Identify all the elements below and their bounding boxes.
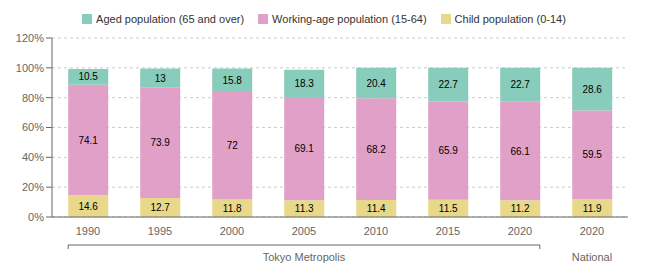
svg-text:2005: 2005 (292, 225, 316, 237)
svg-text:66.1: 66.1 (510, 146, 530, 157)
svg-text:2000: 2000 (220, 225, 244, 237)
svg-text:120%: 120% (16, 32, 44, 44)
svg-text:28.6: 28.6 (582, 84, 602, 95)
svg-text:68.2: 68.2 (366, 144, 386, 155)
svg-text:11.4: 11.4 (367, 203, 386, 214)
svg-text:2015: 2015 (436, 225, 460, 237)
svg-text:74.1: 74.1 (78, 135, 98, 146)
svg-text:0%: 0% (28, 211, 44, 223)
svg-text:40%: 40% (22, 151, 44, 163)
svg-text:22.7: 22.7 (510, 79, 530, 90)
svg-text:11.5: 11.5 (439, 203, 458, 214)
svg-text:1995: 1995 (148, 225, 172, 237)
svg-text:59.5: 59.5 (582, 149, 602, 160)
svg-text:12.7: 12.7 (150, 202, 170, 213)
svg-text:15.8: 15.8 (222, 75, 242, 86)
svg-text:73.9: 73.9 (150, 137, 170, 148)
html-text:Child population (0-14): Child population (0-14) (454, 13, 566, 25)
svg-text:1990: 1990 (76, 225, 100, 237)
svg-text:80%: 80% (22, 92, 44, 104)
svg-text:National: National (572, 251, 612, 263)
svg-text:65.9: 65.9 (438, 145, 458, 156)
svg-text:11.2: 11.2 (511, 203, 530, 214)
svg-text:2010: 2010 (364, 225, 388, 237)
svg-text:100%: 100% (16, 62, 44, 74)
svg-text:2020: 2020 (580, 225, 604, 237)
svg-text:10.5: 10.5 (78, 71, 98, 82)
svg-text:20%: 20% (22, 181, 44, 193)
svg-text:Tokyo Metropolis: Tokyo Metropolis (263, 251, 346, 263)
svg-text:60%: 60% (22, 121, 44, 133)
svg-text:11.8: 11.8 (223, 203, 242, 214)
svg-text:11.9: 11.9 (583, 203, 602, 214)
svg-text:13: 13 (155, 73, 167, 84)
svg-text:22.7: 22.7 (438, 79, 458, 90)
svg-text:14.6: 14.6 (78, 201, 98, 212)
svg-text:2020: 2020 (508, 225, 532, 237)
svg-text:72: 72 (227, 140, 239, 151)
svg-text:20.4: 20.4 (366, 78, 386, 89)
svg-text:11.3: 11.3 (295, 203, 314, 214)
html-text:Aged population (65 and over): Aged population (65 and over) (96, 13, 245, 25)
svg-text:69.1: 69.1 (294, 143, 314, 154)
svg-text:18.3: 18.3 (294, 78, 314, 89)
html-text:Working-age population (15-64): Working-age population (15-64) (272, 13, 427, 25)
